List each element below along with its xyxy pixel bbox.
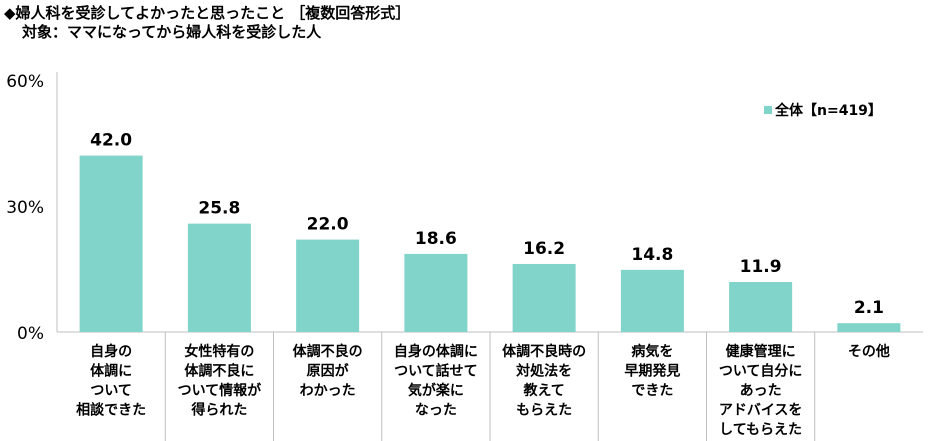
x-tick-label: 体調不良の: [293, 343, 363, 360]
x-tick-label: 気が楽に: [408, 382, 464, 399]
data-label: 25.8: [198, 199, 240, 219]
x-tick-label: 自身の体調に: [394, 343, 478, 360]
x-tick-label: その他: [848, 343, 890, 360]
bar: [187, 223, 251, 332]
x-tick-label: もらえた: [516, 403, 572, 419]
bar: [512, 263, 576, 332]
y-tick-label: 60%: [6, 72, 44, 92]
x-tick-label: 相談できた: [76, 402, 146, 419]
data-label: 2.1: [854, 298, 884, 318]
x-tick-label: なった: [415, 403, 457, 419]
x-tick-label: 教えて: [523, 382, 564, 399]
x-tick-label: 体調に: [90, 363, 132, 380]
bar: [729, 282, 793, 332]
data-label: 22.0: [307, 215, 349, 235]
data-label: 11.9: [740, 257, 782, 277]
chart-subtitle: 対象：ママになってから婦人科を受診した人: [22, 23, 322, 41]
x-tick-label: 女性特有の: [184, 343, 254, 360]
x-tick-label: 得られた: [190, 402, 247, 419]
y-tick-label: 0%: [17, 324, 44, 344]
x-tick-label: ついて情報が: [178, 382, 263, 399]
x-tick-label: 自身の: [90, 343, 132, 360]
x-tick-label: ついて自分に: [719, 363, 803, 380]
x-tick-label: 原因が: [307, 363, 350, 380]
y-tick-label: 30%: [6, 198, 44, 218]
x-tick-label: ついて: [90, 383, 132, 399]
bar: [404, 253, 468, 332]
data-label: 16.2: [523, 239, 565, 259]
x-tick-label: 体調不良に: [184, 363, 254, 380]
x-tick-label: あった: [740, 383, 782, 399]
x-tick-label: 病気を: [631, 343, 673, 360]
x-tick-label: ついて話せて: [394, 363, 478, 380]
data-label: 14.8: [631, 245, 673, 265]
data-label: 18.6: [415, 229, 457, 249]
bar: [620, 269, 684, 332]
legend-marker: [764, 106, 772, 114]
x-tick-label: 健康管理に: [726, 343, 796, 360]
bar: [837, 323, 901, 332]
bar: [79, 155, 143, 332]
x-tick-label: 体調不良時の: [502, 343, 586, 360]
data-label: 42.0: [90, 131, 132, 151]
x-tick-label: 対処法を: [515, 363, 572, 380]
legend-label: 全体【n=419】: [774, 102, 882, 119]
chart-title: ◆婦人科を受診してよかったと思ったこと ［複数回答形式］: [4, 4, 411, 22]
x-tick-label: アドバイスを: [719, 403, 803, 419]
bar: [296, 239, 360, 332]
x-tick-label: わかった: [300, 383, 356, 399]
x-tick-label: できた: [631, 383, 673, 399]
x-tick-label: してもらえた: [719, 422, 802, 438]
x-tick-label: 早期発見: [624, 363, 680, 380]
